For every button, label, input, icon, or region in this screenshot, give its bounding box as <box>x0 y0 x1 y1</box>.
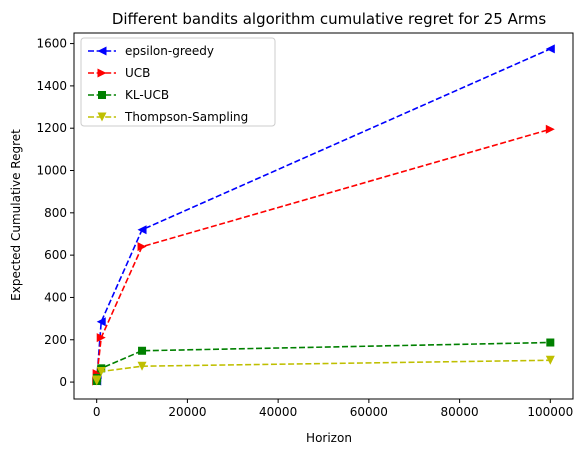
data-point-epsilon-greedy-3 <box>137 225 147 235</box>
y-axis-label: Expected Cumulative Regret <box>9 129 23 301</box>
legend-marker <box>97 46 107 56</box>
x-axis-label: Horizon <box>306 431 352 445</box>
data-point-Thompson-Sampling-2 <box>96 366 106 376</box>
y-tick-label: 1400 <box>36 79 67 93</box>
x-tick-label: 100000 <box>527 405 573 419</box>
data-point-Thompson-Sampling-3 <box>137 361 147 371</box>
legend-item-KL-UCB: KL-UCB <box>88 88 169 102</box>
data-point-KL-UCB-3 <box>138 346 147 355</box>
x-tick-label: 20000 <box>168 405 206 419</box>
data-point-UCB-2 <box>96 333 106 343</box>
x-tick-label: 60000 <box>350 405 388 419</box>
y-tick-label: 200 <box>44 333 67 347</box>
legend-label: Thompson-Sampling <box>124 110 248 124</box>
data-point-UCB-4 <box>545 124 555 134</box>
y-tick-label: 600 <box>44 248 67 262</box>
data-point-Thompson-Sampling-1 <box>92 375 102 385</box>
y-tick-label: 800 <box>44 206 67 220</box>
y-tick-label: 0 <box>59 375 67 389</box>
legend-marker <box>98 91 106 99</box>
legend-box <box>80 37 276 127</box>
y-tick-label: 1600 <box>36 37 67 51</box>
legend-item-UCB: UCB <box>88 66 150 80</box>
legend-label: UCB <box>125 66 150 80</box>
data-point-epsilon-greedy-2 <box>96 317 106 327</box>
x-axis: 0 20000 40000 60000 80000 100000 <box>93 399 573 419</box>
y-tick-label: 1200 <box>36 121 67 135</box>
x-tick-label: 0 <box>93 405 101 419</box>
y-tick-label: 1000 <box>36 164 67 178</box>
data-point-Thompson-Sampling-4 <box>545 355 555 365</box>
data-point-KL-UCB-4 <box>546 338 555 347</box>
plot-area <box>73 32 574 400</box>
legend-label: KL-UCB <box>125 88 169 102</box>
legend-item-Thompson-Sampling: Thompson-Sampling <box>88 110 248 124</box>
legend-item-epsilon-greedy: epsilon-greedy <box>88 44 214 58</box>
y-tick-label: 400 <box>44 290 67 304</box>
series-Thompson-Sampling <box>92 355 555 386</box>
legend: epsilon-greedy UCB KL-UCB Thompson-Sampling <box>80 37 276 127</box>
data-point-epsilon-greedy-4 <box>545 44 555 54</box>
data-point-UCB-3 <box>137 242 147 252</box>
legend-marker <box>97 112 107 122</box>
chart-title: Different bandits algorithm cumulative r… <box>112 10 547 28</box>
legend-label: epsilon-greedy <box>125 44 214 58</box>
x-tick-label: 40000 <box>259 405 297 419</box>
y-axis: 0 200 400 600 800 1000 1200 1400 1600 <box>36 37 74 389</box>
x-tick-label: 80000 <box>440 405 478 419</box>
plot-frame <box>73 32 574 400</box>
legend-marker <box>97 68 107 78</box>
